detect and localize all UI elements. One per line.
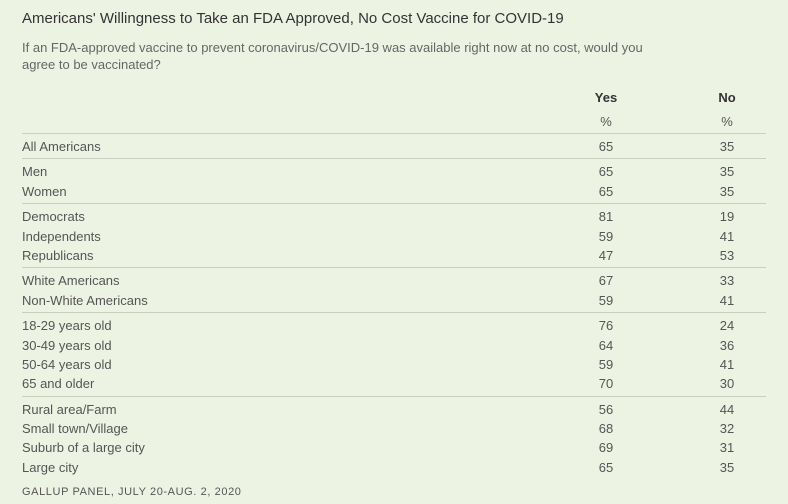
row-label: Non-White Americans — [22, 292, 148, 308]
table-row: Women 65 35 — [22, 182, 766, 201]
no-value: 32 — [719, 421, 735, 437]
no-value: 35 — [719, 139, 735, 154]
row-label: Small town/Village — [22, 421, 128, 437]
column-header-no: No — [718, 90, 736, 105]
table-row: Rural area/Farm 56 44 — [22, 400, 766, 419]
results-table: All Americans 65 35 Men 65 35 Women 65 35 Democra… — [22, 133, 766, 479]
table-row: Non-White Americans 59 41 — [22, 291, 766, 310]
row-label: All Americans — [22, 139, 101, 154]
row-label: Large city — [22, 459, 79, 475]
row-label: Republicans — [22, 247, 94, 263]
row-label: 30-49 years old — [22, 337, 112, 353]
yes-value: 47 — [598, 247, 614, 263]
no-value: 33 — [719, 273, 735, 289]
no-value: 35 — [719, 164, 735, 180]
row-label: Democrats — [22, 209, 85, 225]
yes-value: 59 — [598, 228, 614, 244]
row-label: Independents — [22, 228, 101, 244]
no-value: 35 — [719, 183, 735, 199]
row-label: 18-29 years old — [22, 318, 112, 334]
table-title: Americans' Willingness to Take an FDA Ap… — [22, 10, 564, 27]
row-group: 18-29 years old 76 24 30-49 years old 64 36 50… — [22, 312, 766, 396]
yes-value: 59 — [598, 356, 614, 372]
row-label: 50-64 years old — [22, 356, 112, 372]
no-value: 30 — [719, 376, 735, 392]
yes-value: 64 — [598, 337, 614, 353]
yes-value: 65 — [598, 139, 614, 154]
table-row: All Americans 65 35 — [22, 137, 766, 156]
table-row: 30-49 years old 64 36 — [22, 336, 766, 355]
row-label: Men — [22, 164, 48, 180]
yes-value: 67 — [598, 273, 614, 289]
yes-value: 56 — [598, 401, 614, 417]
no-value: 35 — [719, 459, 735, 475]
no-value: 24 — [719, 318, 735, 334]
table-row: Suburb of a large city 69 31 — [22, 438, 766, 457]
yes-value: 65 — [598, 459, 614, 475]
no-value: 41 — [719, 228, 735, 244]
row-group: All Americans 65 35 — [22, 133, 766, 158]
table-row: Large city 65 35 — [22, 458, 766, 477]
no-value: 31 — [719, 440, 735, 456]
row-label: 65 and older — [22, 376, 95, 392]
source-footer: GALLUP PANEL, JULY 20-AUG. 2, 2020 — [22, 486, 242, 498]
yes-value: 70 — [598, 376, 614, 392]
yes-value: 76 — [598, 318, 614, 334]
table-row: Small town/Village 68 32 — [22, 419, 766, 438]
row-group: Rural area/Farm 56 44 Small town/Village 68 3… — [22, 395, 766, 480]
no-value: 41 — [719, 356, 735, 372]
row-label: Women — [22, 183, 67, 199]
column-header-yes: Yes — [594, 90, 618, 105]
yes-value: 68 — [598, 421, 614, 437]
no-value: 36 — [719, 337, 735, 353]
table-row: 65 and older 70 30 — [22, 374, 766, 393]
row-group: White Americans 67 33 Non-White Americans 59… — [22, 267, 766, 312]
table-row: Democrats 81 19 — [22, 207, 766, 226]
yes-value: 65 — [598, 164, 614, 180]
column-unit-no: % — [721, 114, 733, 129]
table-row: Independents 59 41 — [22, 227, 766, 246]
row-label: Rural area/Farm — [22, 401, 117, 417]
yes-value: 59 — [598, 292, 614, 308]
yes-value: 81 — [598, 209, 614, 225]
yes-value: 65 — [598, 183, 614, 199]
table-row: 50-64 years old 59 41 — [22, 355, 766, 374]
no-value: 41 — [719, 292, 735, 308]
column-unit-yes: % — [600, 114, 612, 129]
table-row: White Americans 67 33 — [22, 271, 766, 290]
row-label: White Americans — [22, 273, 120, 289]
table-row: 18-29 years old 76 24 — [22, 316, 766, 335]
no-value: 53 — [719, 247, 735, 263]
row-group: Men 65 35 Women 65 35 — [22, 158, 766, 203]
row-group: Democrats 81 19 Independents 59 41 Republicans… — [22, 203, 766, 267]
survey-question: If an FDA-approved vaccine to prevent co… — [22, 40, 643, 72]
table-row: Republicans 47 53 — [22, 246, 766, 265]
no-value: 44 — [719, 401, 735, 417]
no-value: 19 — [719, 209, 735, 225]
yes-value: 69 — [598, 440, 614, 456]
row-label: Suburb of a large city — [22, 440, 145, 456]
table-row: Men 65 35 — [22, 162, 766, 181]
